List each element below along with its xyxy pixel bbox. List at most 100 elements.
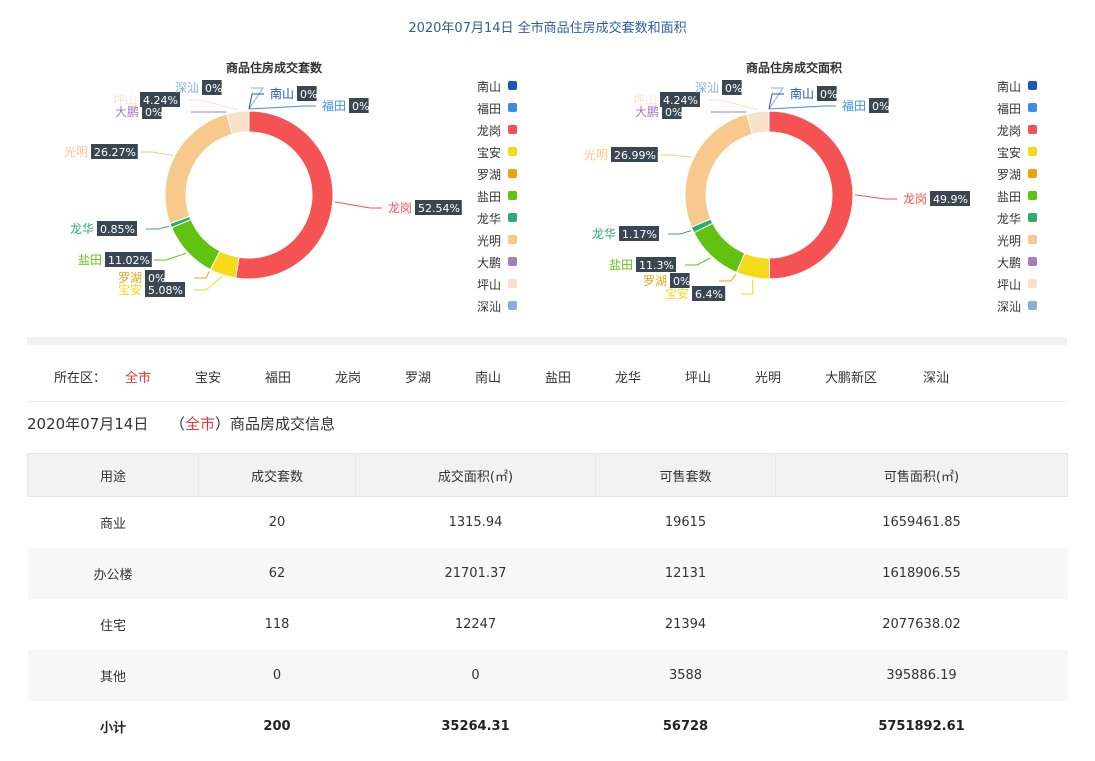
legend-item-yantian[interactable]: 盐田 [997,190,1037,204]
pie-leader-line [685,257,711,266]
legend-swatch [1028,103,1037,112]
legend-item-luohu[interactable]: 罗湖 [997,167,1037,182]
legend-item-pingshan[interactable]: 坪山 [477,278,517,292]
filter-item-yantian[interactable]: 盐田 [545,371,572,386]
legend-swatch [508,279,517,288]
legend-item-luohu[interactable]: 罗湖 [477,167,517,182]
pie-label-box [660,92,700,107]
legend-label: 罗湖 [997,167,1021,182]
legend-item-dapeng[interactable]: 大鹏 [477,256,517,270]
legend-item-pingshan[interactable]: 坪山 [997,278,1037,292]
pie-slice-guangming[interactable] [164,113,234,225]
legend-item-futian[interactable]: 福田 [477,101,517,116]
legend-item-guangming[interactable]: 光明 [477,234,517,248]
pie-label-longhua: 龙华 1.17% [592,226,659,241]
filter-item-longhua[interactable]: 龙华 [615,371,642,386]
page-title: 2020年07月14日 全市商品住房成交套数和面积 [408,21,687,36]
pie-slice-yantian[interactable] [693,222,746,274]
legend-swatch [508,103,517,112]
legend-swatch [1028,301,1037,310]
legend-item-shenshan[interactable]: 深汕 [477,300,517,314]
legend-swatch [1028,81,1037,90]
table-cell: 1315.94 [448,515,503,530]
pie-label-luohu: 罗湖 0% [118,270,165,285]
pie-label-box [145,270,165,285]
pie-slice-longgang[interactable] [768,110,854,280]
legend-item-longhua[interactable]: 龙华 [997,212,1037,226]
legend-item-futian[interactable]: 福田 [997,101,1037,116]
pie-label-guangming: 光明 26.99% [584,147,658,162]
pie-label-box [91,144,138,159]
legend-item-nanshan[interactable]: 南山 [477,79,517,94]
pie-label-pingshan: 坪山 4.24% [633,92,700,107]
table-row: 办公楼 62 21701.37 12131 1618906.55 [27,548,1068,599]
legend-label: 龙岗 [997,124,1021,138]
pie-label-value: 4.24% [143,94,178,107]
pie-label-name: 福田 [842,98,866,113]
pie-label-box [636,257,676,272]
pie-label-value: 1.17% [622,228,657,241]
pie-label-value: 49.9% [933,193,968,206]
pie-slice-yantian[interactable] [170,218,221,271]
pie-label-name: 坪山 [633,93,657,107]
legend-swatch [1028,213,1037,222]
legend-item-guangming[interactable]: 光明 [997,234,1037,248]
filter-item-nanshan[interactable]: 南山 [475,371,502,386]
pie-slice-longgang[interactable] [235,110,334,280]
pie-label-shenshan: 深汕 0% [175,80,222,95]
legend-item-nanshan[interactable]: 南山 [997,79,1037,94]
pie-label-value: 0% [205,82,222,95]
legend-swatch [508,301,517,310]
pie-label-value: 0% [820,88,837,101]
info-region: 全市 [184,415,215,433]
pie-leader-line [140,151,173,156]
legend-item-baoan[interactable]: 宝安 [477,145,517,160]
pie-label-box [105,252,152,267]
pie-label-name: 光明 [584,148,608,162]
legend-item-yantian[interactable]: 盐田 [477,190,517,204]
legend-item-dapeng[interactable]: 大鹏 [997,256,1037,270]
legend-label: 宝安 [997,145,1021,160]
filter-item-shenshan[interactable]: 深汕 [923,371,950,386]
table-cell: 2077638.02 [882,617,961,632]
filter-item-guangming[interactable]: 光明 [755,371,782,386]
legend-item-baoan[interactable]: 宝安 [997,145,1037,160]
legend-swatch [1028,191,1037,200]
legend-label: 坪山 [477,278,501,292]
pie-label-name: 宝安 [118,282,142,297]
legend-item-longgang[interactable]: 龙岗 [997,124,1037,138]
pie-label-name: 盐田 [609,258,633,272]
filter-item-dapeng[interactable]: 大鹏新区 [825,371,878,386]
table-cell: 小计 [99,721,126,736]
pie-leader-line [768,87,784,110]
legend-item-longgang[interactable]: 龙岗 [477,124,517,138]
filter-item-luohu[interactable]: 罗湖 [405,371,432,386]
pie-label-box [692,286,726,301]
pie-leader-line [194,276,223,291]
filter-item-futian[interactable]: 福田 [265,371,292,386]
table-row: 商业 20 1315.94 19615 1659461.85 [28,497,1068,549]
legend-label: 南山 [997,79,1021,94]
pie-label-value: 11.02% [108,254,150,267]
pie-label-futian: 福田 0% [322,98,369,113]
legend-label: 光明 [477,234,501,248]
legend-item-shenshan[interactable]: 深汕 [997,300,1037,314]
legend-swatch [1028,279,1037,288]
pie-leader-line [189,99,238,111]
pie-slice-pingshan[interactable] [226,110,250,135]
legend-label: 龙华 [997,212,1021,226]
filter-item-baoan[interactable]: 宝安 [195,371,222,386]
legend-swatch [508,191,517,200]
pie-label-shenshan: 深汕 0% [695,80,742,95]
filter-item-pingshan[interactable]: 坪山 [685,371,712,386]
pie-label-futian: 福田 0% [842,98,889,113]
legend-item-longhua[interactable]: 龙华 [477,212,517,226]
pie-slice-guangming[interactable] [684,113,754,228]
filter-item-longgang[interactable]: 龙岗 [335,371,362,386]
table-cell: 20 [268,515,286,530]
pie-label-name: 福田 [322,98,346,113]
filter-item-all[interactable]: 全市 [125,371,152,386]
pie-label-value: 0% [300,88,317,101]
pie-slice-pingshan[interactable] [746,110,770,135]
pie-label-name: 坪山 [113,93,137,107]
